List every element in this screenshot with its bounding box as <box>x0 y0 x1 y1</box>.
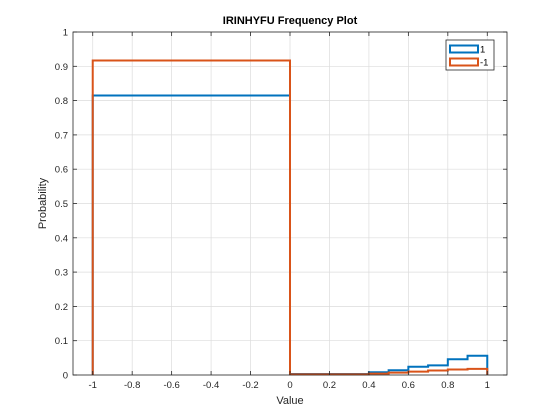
x-tick-label: -0.4 <box>203 380 219 391</box>
x-tick-label: -0.2 <box>242 380 258 391</box>
legend: 1-1 <box>445 39 495 71</box>
x-tick-label: 0.2 <box>323 380 336 391</box>
legend-swatch-2 <box>449 57 479 67</box>
y-tick-label: 0.5 <box>55 199 68 210</box>
x-tick-label: 0.4 <box>362 380 375 391</box>
x-axis-label: Value <box>276 395 303 407</box>
y-axis-label: Probability <box>37 177 49 229</box>
legend-label-1: 1 <box>480 45 485 56</box>
chart-title: IRINHYFU Frequency Plot <box>223 15 358 27</box>
y-tick-label: 0 <box>63 371 68 382</box>
legend-label-2: -1 <box>480 58 488 69</box>
y-tick-label: 1 <box>63 28 68 39</box>
x-tick-label: -0.8 <box>124 380 140 391</box>
x-tick-label: 0.6 <box>402 380 415 391</box>
legend-swatch-1 <box>449 44 479 54</box>
ticks: -1 -0.8 -0.6 -0.4 -0.2 0 0.2 0.4 0.6 0.8 1 0 0.1 0.2 0… <box>55 28 507 391</box>
x-tick-label: -0.6 <box>163 380 179 391</box>
y-tick-label: 0.1 <box>55 336 68 347</box>
x-tick-label: 0 <box>287 380 292 391</box>
y-tick-label: 0.6 <box>55 165 68 176</box>
y-tick-label: 0.2 <box>55 302 68 313</box>
x-tick-label: 0.8 <box>441 380 454 391</box>
y-tick-label: 0.8 <box>55 96 68 107</box>
y-tick-label: 0.9 <box>55 62 68 73</box>
y-tick-label: 0.4 <box>55 233 68 244</box>
x-tick-label: 1 <box>485 380 490 391</box>
y-tick-label: 0.7 <box>55 130 68 141</box>
x-tick-label: -1 <box>89 380 97 391</box>
y-tick-label: 0.3 <box>55 268 68 279</box>
